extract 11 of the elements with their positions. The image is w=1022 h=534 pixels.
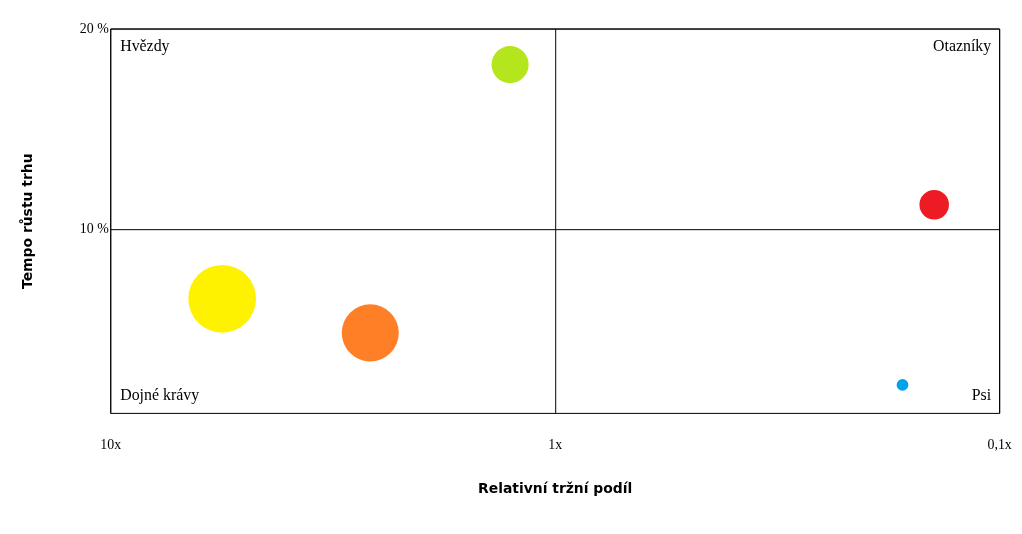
annotation: Hvězdy bbox=[120, 37, 170, 56]
y-axis-title: Tempo růstu trhu bbox=[19, 153, 36, 289]
annotation: Dojné krávy bbox=[120, 386, 200, 404]
y-tick-label: 10 % bbox=[79, 221, 110, 237]
x-tick-label: 0,1x bbox=[987, 437, 1012, 453]
y-tick-label: 20 % bbox=[79, 21, 110, 37]
x-tick-label: 1x bbox=[548, 437, 563, 453]
annotation: Psi bbox=[971, 386, 992, 403]
x-axis-title: Relativní tržní podíl bbox=[478, 479, 633, 496]
x-tick-label: 10x bbox=[100, 437, 122, 453]
annotation: Otazníky bbox=[933, 37, 992, 56]
